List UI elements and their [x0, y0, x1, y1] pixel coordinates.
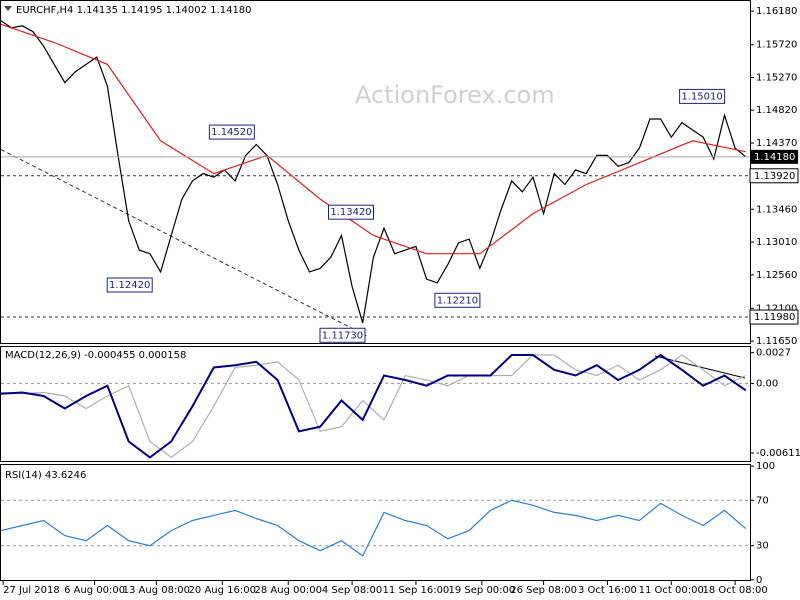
- y-tick-label: 1.14820: [756, 105, 797, 116]
- annotation-label: 1.15010: [681, 91, 722, 102]
- y-tick-label: 0.00: [756, 378, 778, 389]
- annotation-box: [434, 292, 481, 308]
- y-tick-label: 100: [756, 461, 775, 472]
- symbol-icon: [4, 6, 12, 11]
- annotation-box: [106, 277, 153, 293]
- x-tick-label: 11 Sep 16:00: [383, 585, 450, 596]
- series-line: [0, 20, 747, 324]
- level-box: [749, 168, 799, 184]
- y-tick-label: -0.006114: [756, 448, 800, 459]
- x-tick-label: 13 Aug 08:00: [123, 585, 190, 596]
- annotation-label: 1.14520: [211, 127, 252, 138]
- x-tick-label: 3 Oct 16:00: [578, 585, 637, 596]
- x-tick-label: 6 Aug 00:00: [64, 585, 125, 596]
- x-tick-label: 4 Sep 08:00: [322, 585, 382, 596]
- series-line: [0, 353, 747, 459]
- x-tick-label: 19 Sep 00:00: [449, 585, 516, 596]
- y-tick-label: 1.13010: [756, 237, 797, 248]
- y-tick-label: 0: [756, 575, 762, 586]
- annotation-box: [328, 204, 374, 220]
- x-tick-label: 11 Oct 00:00: [639, 585, 704, 596]
- annotation-box: [208, 124, 255, 140]
- y-tick-label: 1.13460: [756, 204, 797, 215]
- current-price-box: [750, 149, 798, 164]
- x-tick-label: 18 Oct 08:00: [703, 585, 768, 596]
- level-box: [749, 309, 799, 325]
- annotation-label: 1.12420: [109, 280, 150, 291]
- current-price-label: 1.14180: [754, 152, 795, 163]
- level-label: 1.11980: [754, 312, 795, 323]
- x-tick-label: 28 Aug 00:00: [255, 585, 322, 596]
- annotation-label: 1.11730: [322, 330, 363, 341]
- annotation-label: 1.12210: [437, 295, 478, 306]
- annotation-box: [319, 327, 366, 343]
- y-tick-label: 1.16180: [756, 6, 797, 17]
- rsi-frame: [0, 464, 751, 581]
- x-tick-label: 20 Aug 16:00: [189, 585, 256, 596]
- y-tick-label: 1.12100: [756, 303, 797, 314]
- watermark: ActionForex.com: [355, 81, 555, 109]
- rsi-title: RSI(14) 43.6246: [5, 470, 86, 481]
- y-tick-label: 1.15720: [756, 40, 797, 51]
- y-tick-label: 0.0027: [756, 348, 791, 359]
- macd-title: MACD(12,26,9) -0.000455 0.000158: [5, 350, 186, 361]
- series-line: [0, 23, 746, 255]
- x-tick-label: 27 Jul 2018: [3, 585, 60, 596]
- trendline: [0, 149, 368, 337]
- y-tick-label: 70: [756, 495, 769, 506]
- y-tick-label: 30: [756, 541, 769, 552]
- y-tick-label: 1.14370: [756, 138, 797, 149]
- level-label: 1.13920: [754, 171, 795, 182]
- chart-title: EURCHF,H4 1.14135 1.14195 1.14002 1.1418…: [16, 5, 252, 16]
- annotation-label: 1.13420: [330, 207, 371, 218]
- series-line: [0, 499, 747, 557]
- y-tick-label: 1.15270: [756, 72, 797, 83]
- x-tick-label: 26 Sep 08:00: [510, 585, 577, 596]
- macd-frame: [0, 346, 751, 462]
- y-tick-label: 1.11650: [756, 336, 797, 347]
- y-tick-label: 1.12560: [756, 270, 797, 281]
- series-line: [0, 354, 746, 459]
- annotation-box: [679, 88, 726, 104]
